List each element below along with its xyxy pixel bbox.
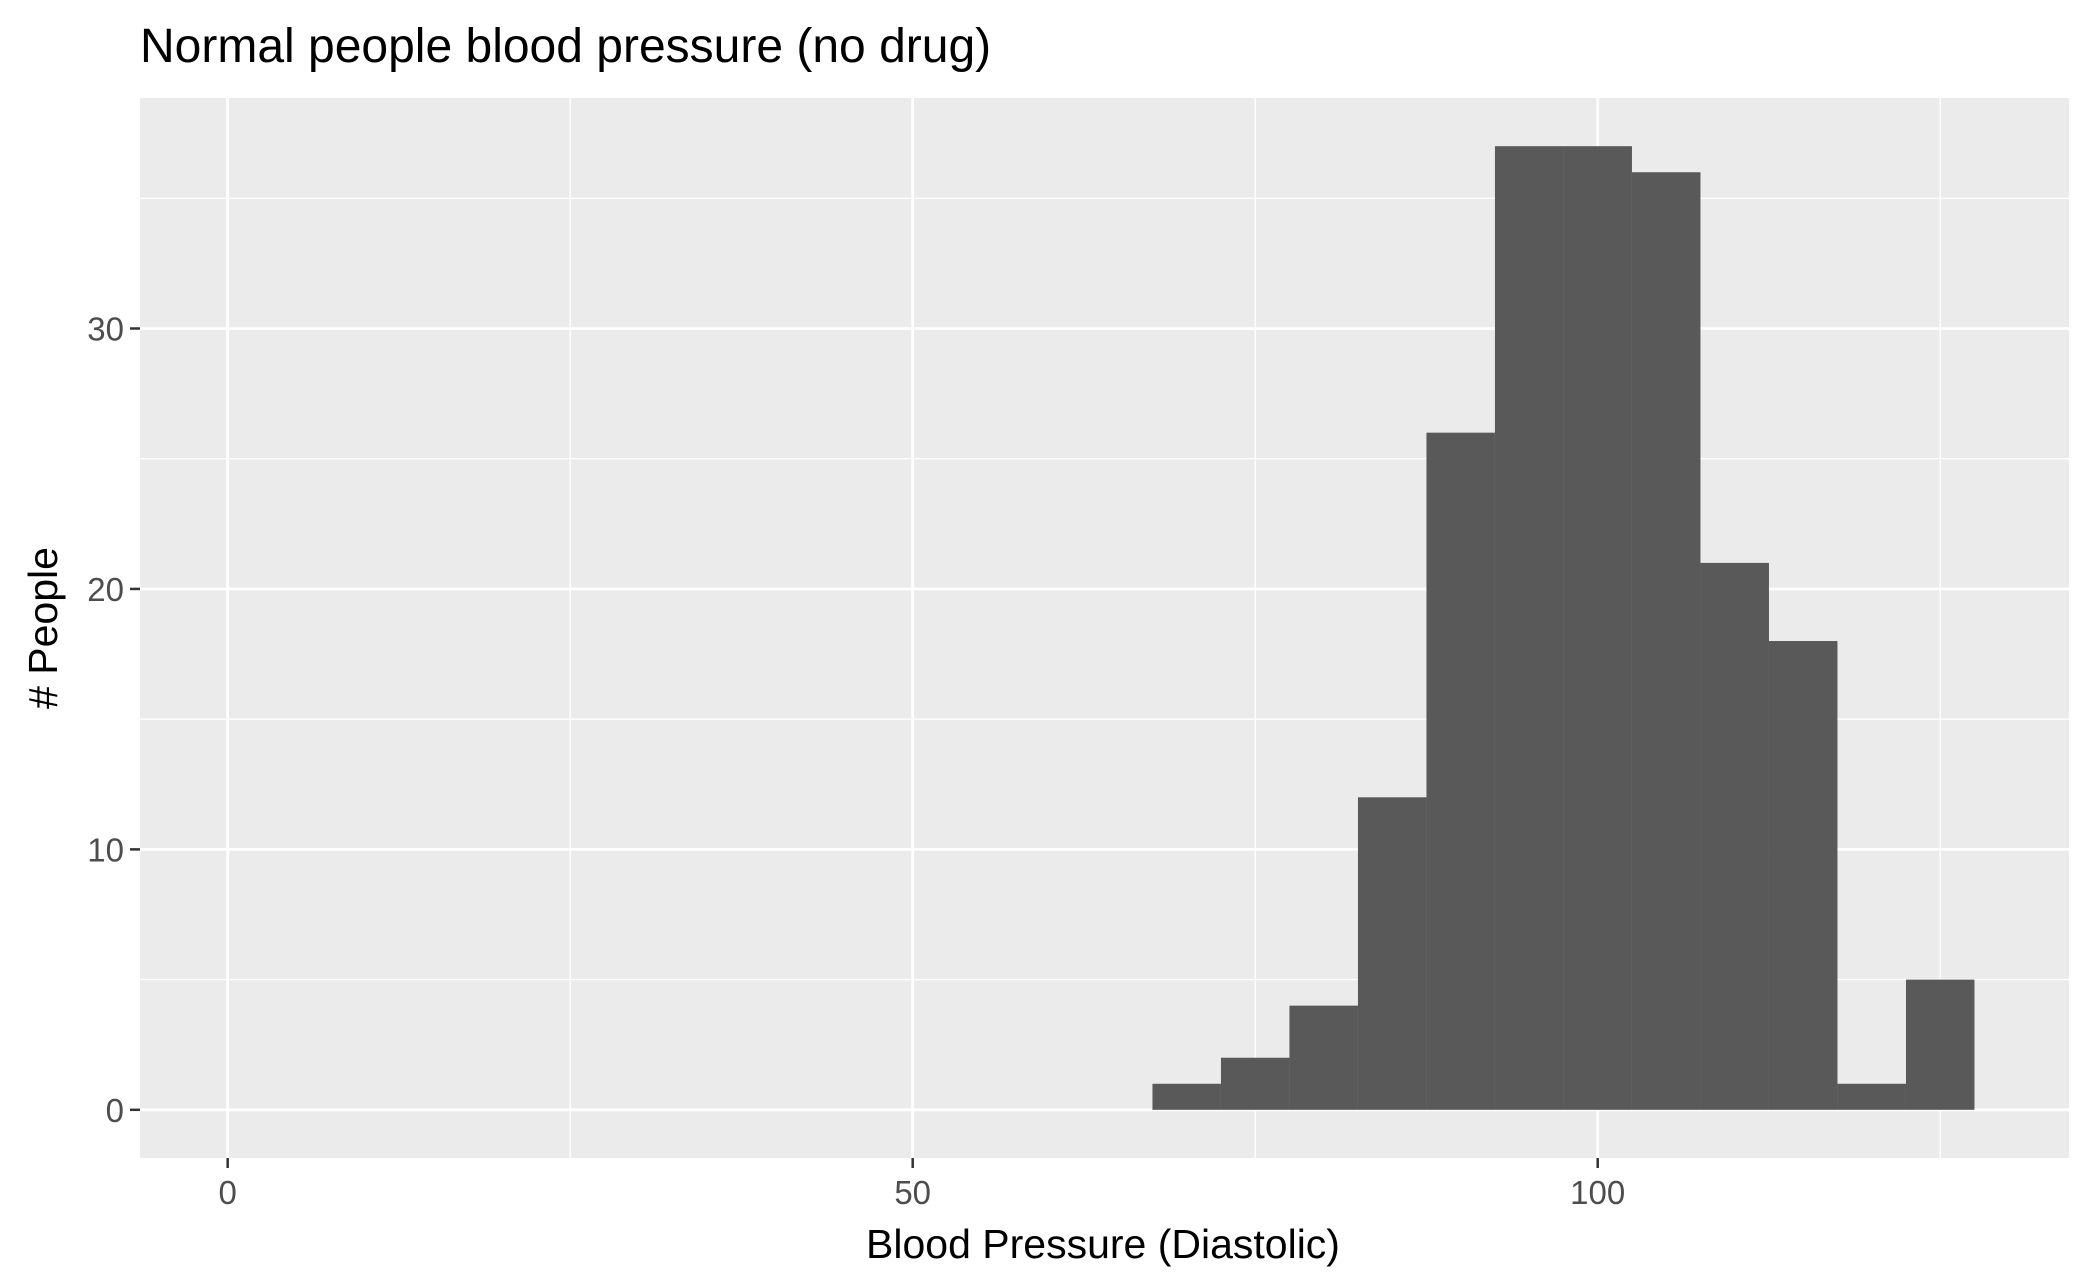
y-axis-title: # People bbox=[20, 547, 66, 709]
histogram-bar bbox=[1426, 432, 1495, 1110]
histogram-bar bbox=[1220, 1057, 1290, 1110]
histogram-bar bbox=[1289, 1005, 1358, 1110]
histogram-bar bbox=[1494, 146, 1564, 1110]
x-axis-title: Blood Pressure (Diastolic) bbox=[866, 1221, 1340, 1267]
x-axis: 0 50 100 bbox=[219, 1158, 1625, 1211]
y-axis: 0 10 20 30 bbox=[87, 310, 140, 1129]
y-tick-label: 10 bbox=[87, 831, 124, 868]
y-tick-label: 30 bbox=[87, 310, 124, 347]
x-tick-label: 50 bbox=[894, 1174, 931, 1211]
minor-gridlines bbox=[140, 98, 2069, 1158]
x-tick-label: 100 bbox=[1570, 1174, 1625, 1211]
y-tick-label: 20 bbox=[87, 571, 124, 608]
histogram-bars bbox=[1152, 146, 1975, 1110]
histogram-bar bbox=[1905, 979, 1975, 1110]
histogram-bar bbox=[1768, 641, 1838, 1110]
histogram-bar bbox=[1700, 562, 1769, 1110]
x-tick-label: 0 bbox=[219, 1174, 237, 1211]
histogram-bar bbox=[1631, 172, 1701, 1110]
y-tick-label: 0 bbox=[106, 1092, 124, 1129]
histogram-bar bbox=[1837, 1083, 1906, 1110]
chart-title: Normal people blood pressure (no drug) bbox=[140, 20, 991, 73]
histogram-bar bbox=[1357, 797, 1427, 1110]
histogram-bar bbox=[1563, 146, 1632, 1110]
histogram-bar bbox=[1152, 1083, 1221, 1110]
